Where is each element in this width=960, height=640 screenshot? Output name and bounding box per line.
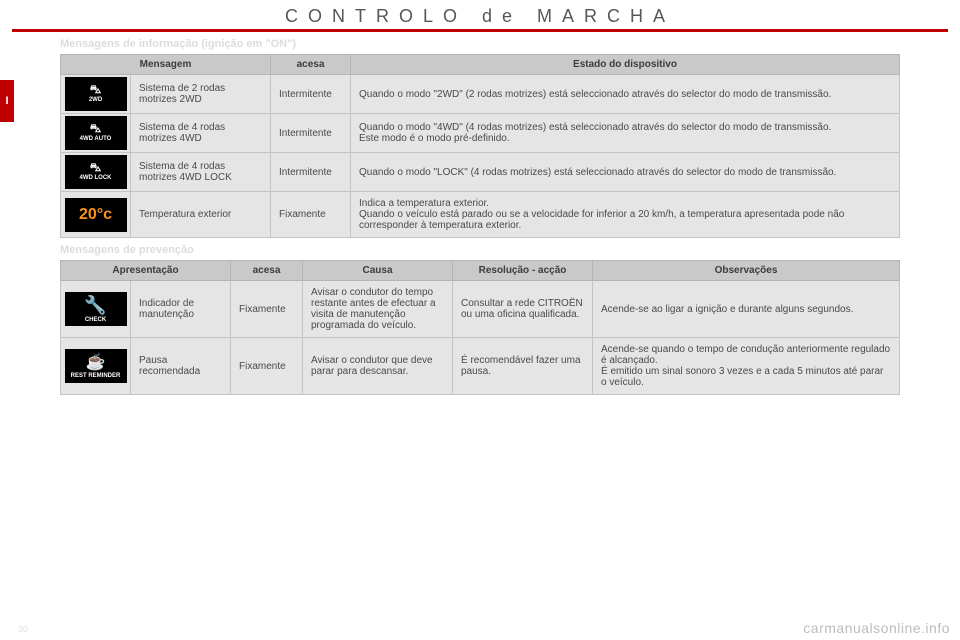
msg-cell: Temperatura exterior xyxy=(131,192,271,238)
table-row: ⛍ 2WD Sistema de 2 rodas motrizes 2WD In… xyxy=(61,75,900,114)
icon-cell: ⛍ 2WD xyxy=(61,75,131,114)
temp-value: 20°c xyxy=(79,206,112,224)
acesa-cell: Intermitente xyxy=(271,75,351,114)
icon-cell: ☕ REST REMINDER xyxy=(61,338,131,395)
msg-cell: Sistema de 4 rodas motrizes 4WD LOCK xyxy=(131,153,271,192)
table-row: ⛍ 4WD LOCK Sistema de 4 rodas motrizes 4… xyxy=(61,153,900,192)
th-resolucao: Resolução - acção xyxy=(453,261,593,281)
estado-cell: Indica a temperatura exterior. Quando o … xyxy=(351,192,900,238)
estado-cell: Quando o modo "4WD" (4 rodas motrizes) e… xyxy=(351,114,900,153)
causa-cell: Avisar o condutor do tempo restante ante… xyxy=(303,281,453,338)
obs-cell: Acende-se ao ligar a ignição e durante a… xyxy=(593,281,900,338)
section2-title: Mensagens de prevenção xyxy=(60,244,900,256)
icon-label: CHECK xyxy=(85,317,106,324)
drive-2wd-icon: ⛍ 2WD xyxy=(65,77,127,111)
acesa-cell: Fixamente xyxy=(231,338,303,395)
th-mensagem: Mensagem xyxy=(61,55,271,75)
obs-cell: Acende-se quando o tempo de condução ant… xyxy=(593,338,900,395)
drive-4wd-lock-icon: ⛍ 4WD LOCK xyxy=(65,155,127,189)
drive-4wd-icon: ⛍ 4WD AUTO xyxy=(65,116,127,150)
table-header-row: Apresentação acesa Causa Resolução - acç… xyxy=(61,261,900,281)
prevention-messages-table: Apresentação acesa Causa Resolução - acç… xyxy=(60,260,900,395)
wheels-icon: ⛍ xyxy=(90,85,101,96)
wheels-icon: ⛍ xyxy=(90,124,101,135)
acesa-cell: Intermitente xyxy=(271,114,351,153)
res-cell: Consultar a rede CITROËN ou uma oficina … xyxy=(453,281,593,338)
icon-label: 2WD xyxy=(89,97,102,104)
temperature-icon: 20°c xyxy=(65,198,127,232)
icon-label: 4WD AUTO xyxy=(80,136,112,143)
estado-cell: Quando o modo "2WD" (2 rodas motrizes) e… xyxy=(351,75,900,114)
wrench-icon: 🔧 xyxy=(84,295,106,316)
causa-cell: Avisar o condutor que deve parar para de… xyxy=(303,338,453,395)
th-acesa: acesa xyxy=(271,55,351,75)
acesa-cell: Intermitente xyxy=(271,153,351,192)
info-messages-table: Mensagem acesa Estado do dispositivo ⛍ 2… xyxy=(60,54,900,238)
th-acesa: acesa xyxy=(231,261,303,281)
apres-cell: Pausa recomendada xyxy=(131,338,231,395)
header-divider xyxy=(12,29,948,32)
acesa-cell: Fixamente xyxy=(271,192,351,238)
apres-cell: Indicador de manutenção xyxy=(131,281,231,338)
icon-label: REST REMINDER xyxy=(71,373,121,380)
th-observacoes: Observações xyxy=(593,261,900,281)
th-apresentacao: Apresentação xyxy=(61,261,231,281)
page-number: 30 xyxy=(18,624,28,634)
icon-cell: 20°c xyxy=(61,192,131,238)
msg-cell: Sistema de 2 rodas motrizes 2WD xyxy=(131,75,271,114)
icon-label: 4WD LOCK xyxy=(80,175,112,182)
icon-cell: ⛍ 4WD LOCK xyxy=(61,153,131,192)
estado-cell: Quando o modo "LOCK" (4 rodas motrizes) … xyxy=(351,153,900,192)
res-cell: É recomendável fazer uma pausa. xyxy=(453,338,593,395)
icon-cell: 🔧 CHECK xyxy=(61,281,131,338)
table-row: 20°c Temperatura exterior Fixamente Indi… xyxy=(61,192,900,238)
cup-icon: ☕ xyxy=(86,352,106,372)
th-estado: Estado do dispositivo xyxy=(351,55,900,75)
msg-cell: Sistema de 4 rodas motrizes 4WD xyxy=(131,114,271,153)
icon-cell: ⛍ 4WD AUTO xyxy=(61,114,131,153)
wheels-icon: ⛍ xyxy=(90,163,101,174)
rest-reminder-icon: ☕ REST REMINDER xyxy=(65,349,127,383)
maintenance-icon: 🔧 CHECK xyxy=(65,292,127,326)
table-row: 🔧 CHECK Indicador de manutenção Fixament… xyxy=(61,281,900,338)
side-tab: I xyxy=(0,80,14,122)
table-header-row: Mensagem acesa Estado do dispositivo xyxy=(61,55,900,75)
content-area: Mensagens de informação (ignição em "ON"… xyxy=(0,38,960,395)
th-causa: Causa xyxy=(303,261,453,281)
page-header: CONTROLO de MARCHA xyxy=(0,0,960,29)
table-row: ☕ REST REMINDER Pausa recomendada Fixame… xyxy=(61,338,900,395)
watermark: carmanualsonline.info xyxy=(803,620,950,636)
table-row: ⛍ 4WD AUTO Sistema de 4 rodas motrizes 4… xyxy=(61,114,900,153)
section1-title: Mensagens de informação (ignição em "ON"… xyxy=(60,38,900,50)
acesa-cell: Fixamente xyxy=(231,281,303,338)
